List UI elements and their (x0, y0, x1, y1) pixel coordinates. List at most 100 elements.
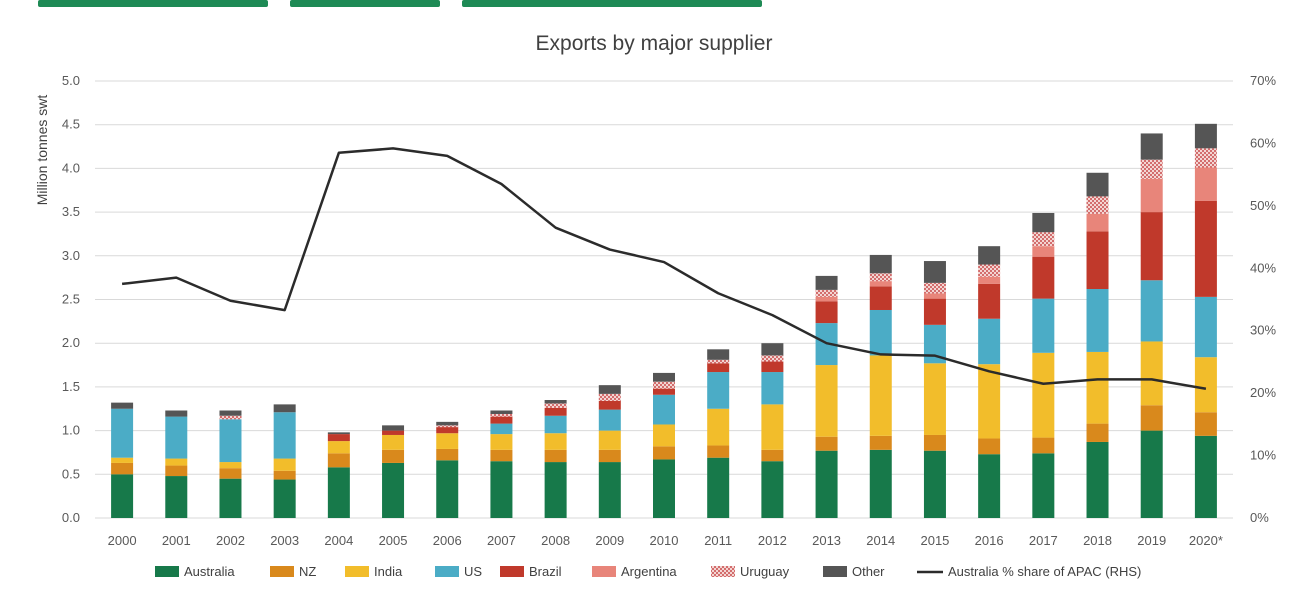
y-tick-label: 1.5 (62, 379, 80, 394)
y2-tick-label: 70% (1250, 73, 1276, 88)
bar-us-2020 (1194, 296, 1217, 358)
bar-nz-2004 (327, 453, 350, 468)
bar-nz-2014 (869, 435, 892, 450)
y-tick-label: 3.0 (62, 248, 80, 263)
bar-us-2016 (978, 318, 1001, 365)
bar-india-2015 (923, 363, 946, 435)
bar-other-2020 (1194, 123, 1217, 149)
partial-page-heading (0, 0, 1308, 12)
bar-india-2012 (761, 404, 784, 450)
x-tick-label: 2015 (920, 533, 949, 548)
bar-nz-2007 (490, 449, 513, 462)
australia-share-line (121, 147, 1207, 391)
legend-swatch-australia (155, 566, 179, 577)
bar-brazil-2014 (869, 286, 892, 310)
bar-nz-2010 (653, 446, 675, 460)
bar-australia-2019 (1140, 430, 1163, 518)
y2-tick-label: 40% (1250, 260, 1276, 275)
y-tick-label: 3.5 (62, 204, 80, 219)
y-tick-label: 4.0 (62, 160, 80, 175)
bar-us-2014 (869, 309, 892, 356)
y2-tick-label: 20% (1250, 385, 1276, 400)
bar-australia-2009 (598, 462, 621, 518)
bar-india-2017 (1032, 352, 1055, 438)
bar-other-2004 (327, 432, 350, 435)
bar-argentina-2017 (1032, 246, 1055, 257)
share-line (121, 147, 1207, 391)
bar-nz-2011 (707, 445, 730, 458)
legend-swatch-uruguay (711, 566, 735, 577)
y-tick-label: 1.0 (62, 423, 80, 438)
bar-india-2013 (815, 365, 838, 437)
bar-uruguay-2007 (490, 413, 513, 417)
bar-uruguay-2012 (761, 355, 784, 362)
bar-india-2003 (273, 458, 296, 471)
bar-other-2016 (978, 246, 1001, 265)
x-tick-label: 2010 (650, 533, 679, 548)
bar-brazil-2017 (1032, 256, 1055, 299)
bar-other-2007 (490, 410, 513, 414)
bar-india-2001 (165, 458, 188, 466)
bar-brazil-2012 (761, 361, 784, 373)
bar-australia-2008 (544, 462, 567, 518)
bar-us-2015 (923, 324, 946, 364)
bar-india-2006 (436, 433, 459, 449)
bar-other-2005 (382, 425, 405, 431)
bar-nz-2019 (1140, 405, 1163, 431)
bar-us-2010 (653, 394, 675, 425)
bar-india-2020 (1194, 357, 1217, 413)
legend-label-us: US (464, 564, 482, 579)
bar-australia-2012 (761, 461, 784, 518)
legend-label-argentina: Argentina (621, 564, 677, 579)
y2-tick-label: 60% (1250, 135, 1276, 150)
heading-fragment-1 (38, 0, 268, 7)
bar-other-2009 (598, 385, 621, 394)
bar-uruguay-2006 (436, 425, 459, 428)
y-axis-label: Million tonnes swt (34, 95, 50, 206)
chart-title: Exports by major supplier (535, 32, 773, 55)
bar-india-2000 (111, 457, 134, 463)
bar-brazil-2013 (815, 301, 838, 324)
bar-brazil-2020 (1194, 200, 1217, 297)
bar-australia-2013 (815, 450, 838, 518)
bar-brazil-2018 (1086, 231, 1109, 290)
bar-us-2007 (490, 423, 513, 435)
x-tick-label: 2006 (433, 533, 462, 548)
bar-uruguay-2002 (219, 415, 242, 420)
legend-swatch-argentina (592, 566, 616, 577)
bar-australia-2014 (869, 449, 892, 518)
bar-uruguay-2013 (815, 289, 838, 297)
bar-uruguay-2009 (598, 393, 621, 401)
bar-uruguay-2019 (1140, 159, 1163, 179)
x-tick-label: 2004 (324, 533, 353, 548)
bar-us-2017 (1032, 298, 1055, 353)
bar-india-2005 (382, 434, 405, 450)
bar-india-2002 (219, 462, 242, 469)
bar-india-2010 (653, 424, 675, 447)
axes: 0.0 0.5 1.0 1.5 2.0 2.5 3.0 3.5 4.0 4.5 5.0 0% 10% 20… (62, 73, 1277, 548)
bar-brazil-2009 (598, 400, 621, 410)
bar-other-2000 (111, 402, 134, 409)
bar-nz-2009 (598, 449, 621, 463)
bar-uruguay-2011 (707, 359, 730, 364)
bar-brazil-2006 (436, 427, 459, 434)
bar-other-2015 (923, 261, 946, 283)
x-tick-label: 2014 (866, 533, 895, 548)
y-tick-label: 5.0 (62, 73, 80, 88)
bar-nz-2005 (382, 449, 405, 463)
bar-brazil-2019 (1140, 212, 1163, 281)
x-tick-label: 2012 (758, 533, 787, 548)
bar-nz-2003 (273, 470, 296, 480)
bar-other-2019 (1140, 133, 1163, 160)
bar-india-2014 (869, 355, 892, 436)
bar-uruguay-2017 (1032, 232, 1055, 247)
bar-uruguay-2018 (1086, 196, 1109, 214)
bar-brazil-2010 (653, 388, 675, 395)
bar-brazil-2005 (382, 430, 405, 435)
bar-australia-2003 (273, 479, 296, 518)
x-tick-label: 2007 (487, 533, 516, 548)
x-tick-label: 2009 (595, 533, 624, 548)
bar-uruguay-2010 (653, 381, 675, 389)
bar-nz-2008 (544, 449, 567, 463)
